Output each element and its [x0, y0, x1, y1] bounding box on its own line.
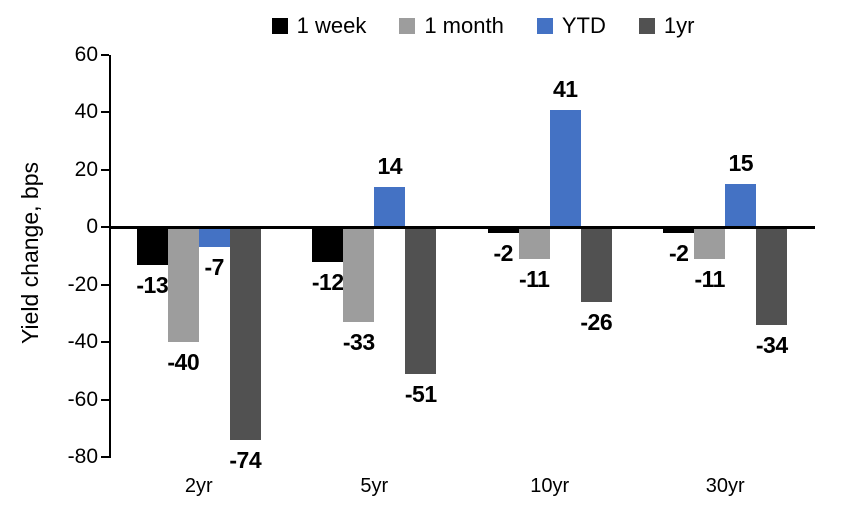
bar-value-label: -7 — [204, 254, 225, 281]
bar-value-label: 14 — [377, 153, 403, 180]
chart-legend: 1 week 1 month YTD 1yr — [112, 8, 814, 44]
bar-YTD-10yr — [549, 109, 581, 228]
legend-swatch-icon — [271, 18, 288, 34]
bar-value-label: 41 — [552, 75, 578, 102]
y-axis-tick — [101, 226, 109, 229]
bar-1yr-2yr — [229, 227, 261, 440]
bar-1-month-5yr — [343, 227, 375, 323]
y-tick-label: -20 — [67, 272, 98, 296]
bar-YTD-2yr — [198, 227, 230, 248]
legend-swatch-icon — [399, 18, 416, 34]
x-category-label-5yr: 5yr — [360, 475, 389, 497]
y-tick-label: -80 — [67, 445, 98, 468]
bar-1-month-10yr — [518, 227, 550, 259]
x-axis-zero-line — [109, 225, 815, 229]
bar-1-month-30yr — [694, 227, 726, 259]
legend-item-1yr: 1yr — [638, 13, 695, 38]
y-tick-label: -60 — [67, 387, 98, 411]
legend-label: YTD — [561, 13, 606, 38]
x-category-label-2yr: 2yr — [184, 475, 213, 497]
y-axis-line — [109, 55, 111, 458]
legend-label: 1yr — [663, 13, 695, 38]
bar-1-week-10yr — [487, 227, 519, 234]
y-axis-tick — [101, 111, 109, 114]
bar-value-label: 15 — [728, 150, 754, 177]
y-axis-tick — [101, 283, 109, 286]
bar-value-label: -34 — [755, 331, 788, 358]
bar-YTD-5yr — [374, 187, 406, 228]
legend-label: 1 week — [296, 13, 367, 38]
bar-value-label: -11 — [519, 265, 550, 292]
legend-item-1-week: 1 week — [271, 13, 367, 38]
bar-value-label: -2 — [669, 240, 689, 267]
bar-1yr-30yr — [756, 227, 788, 325]
x-category-label-30yr: 30yr — [705, 475, 745, 497]
bar-1-month-2yr — [167, 227, 199, 343]
y-axis-tick — [101, 456, 109, 458]
bar-value-label: -40 — [167, 349, 200, 376]
y-tick-label: 40 — [74, 100, 98, 124]
y-axis-tick — [101, 341, 109, 344]
legend-item-1-month: 1 month — [399, 15, 504, 37]
y-tick-label: 60 — [74, 43, 98, 66]
bar-1yr-5yr — [405, 227, 437, 374]
bar-1-week-2yr — [136, 227, 168, 265]
bar-YTD-30yr — [725, 184, 757, 228]
bar-1-week-5yr — [312, 227, 344, 262]
legend-label: 1 month — [424, 13, 504, 38]
y-axis-title: Yield change, bps — [17, 162, 43, 345]
legend-swatch-icon — [536, 18, 553, 34]
bar-value-label: -51 — [404, 380, 437, 407]
legend-swatch-icon — [638, 18, 655, 34]
y-tick-label: 20 — [74, 157, 98, 181]
x-category-label-10yr: 10yr — [530, 475, 570, 497]
bar-value-label: -11 — [694, 265, 726, 292]
bar-1-week-30yr — [663, 227, 695, 234]
bar-value-label: -26 — [580, 308, 613, 335]
y-axis-tick — [101, 54, 109, 56]
y-axis-tick — [101, 168, 109, 171]
bar-value-label: -12 — [311, 268, 344, 295]
bar-value-label: -74 — [229, 446, 262, 473]
legend-item-YTD: YTD — [536, 13, 606, 38]
y-tick-label: -40 — [67, 330, 98, 354]
bar-value-label: -2 — [493, 240, 514, 267]
bar-1yr-10yr — [580, 227, 612, 302]
y-tick-label: 0 — [86, 215, 98, 239]
y-axis-tick — [101, 398, 109, 401]
bar-value-label: -13 — [136, 271, 169, 298]
bar-value-label: -33 — [342, 329, 375, 356]
